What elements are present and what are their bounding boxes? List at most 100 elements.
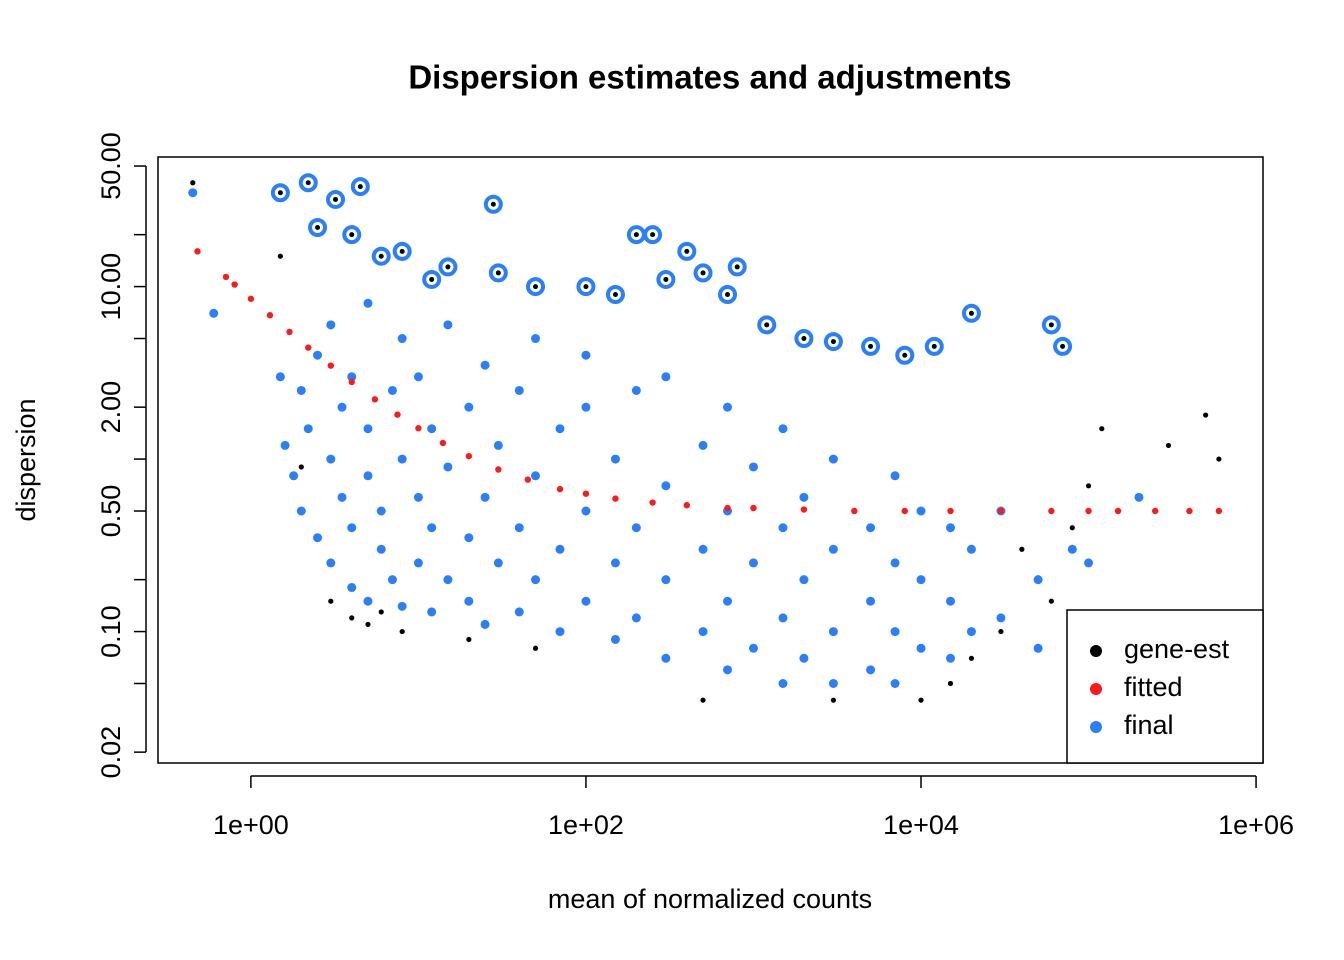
outlier-ring: [483, 194, 503, 214]
point: [916, 643, 926, 653]
outlier-ring: [392, 241, 412, 261]
outlier-ring: [1053, 336, 1073, 356]
outlier-dot: [349, 232, 355, 238]
point: [399, 628, 405, 635]
point: [313, 350, 323, 360]
outlier-dot: [315, 225, 321, 231]
point: [464, 596, 474, 606]
point: [296, 385, 306, 395]
point: [1084, 558, 1094, 568]
point: [349, 615, 355, 621]
point: [348, 378, 355, 386]
point: [946, 596, 956, 606]
point: [303, 424, 313, 434]
y-tick-label: 0.50: [96, 485, 126, 538]
point: [799, 653, 809, 663]
point: [413, 372, 423, 382]
point: [247, 295, 255, 302]
point: [649, 499, 656, 506]
y-tick-label: 10.00: [96, 253, 126, 321]
outlier-dot: [700, 270, 706, 276]
outlier-dot: [305, 180, 311, 186]
point: [581, 506, 591, 516]
point: [918, 697, 924, 703]
point: [277, 253, 283, 259]
point: [397, 601, 407, 611]
point: [683, 502, 691, 509]
point: [723, 596, 733, 606]
point: [371, 396, 379, 403]
legend-marker: [1090, 721, 1102, 733]
plot-area: [188, 173, 1223, 703]
legend-marker: [1090, 683, 1102, 695]
point: [610, 558, 620, 568]
point: [778, 424, 788, 434]
outlier-dot: [663, 276, 669, 282]
outlier-ring: [422, 269, 442, 289]
point: [286, 328, 293, 336]
outlier-ring: [371, 246, 391, 266]
point: [698, 544, 708, 554]
outlier-dot: [1048, 322, 1054, 328]
point: [723, 665, 733, 675]
outlier-dot: [801, 336, 807, 342]
point: [439, 439, 447, 447]
point: [661, 372, 671, 382]
point: [610, 454, 620, 464]
y-tick-label: 0.10: [96, 605, 126, 658]
outlier-dot: [490, 201, 496, 207]
point: [327, 362, 335, 369]
outlier-ring: [1041, 315, 1061, 335]
point: [427, 607, 437, 617]
point: [661, 653, 671, 663]
outlier-dot: [429, 276, 435, 282]
point: [890, 471, 900, 481]
point: [337, 492, 347, 502]
point: [866, 596, 876, 606]
point: [1048, 598, 1054, 604]
point: [394, 411, 401, 418]
point: [188, 188, 198, 198]
point: [1033, 575, 1043, 585]
point: [365, 621, 371, 628]
point: [1186, 507, 1193, 515]
point: [750, 504, 757, 512]
outlier-dot: [684, 248, 690, 254]
point: [828, 454, 838, 464]
outlier-ring: [326, 189, 346, 209]
point: [968, 655, 975, 661]
point: [280, 440, 290, 450]
point: [916, 506, 926, 516]
point: [298, 464, 304, 470]
point: [415, 425, 422, 432]
point: [480, 619, 490, 629]
point: [387, 575, 397, 585]
point: [800, 506, 808, 513]
outlier-dot: [399, 248, 405, 254]
point: [305, 344, 312, 351]
point: [532, 645, 539, 651]
point: [376, 544, 386, 554]
point: [347, 523, 357, 533]
point: [493, 440, 503, 450]
x-tick-label: 1e+06: [1218, 810, 1294, 840]
point: [830, 697, 837, 703]
point: [851, 507, 858, 515]
outlier-dot: [868, 343, 874, 349]
plot-frame: [157, 156, 1264, 764]
outlier-dot: [633, 232, 639, 238]
point: [1085, 483, 1092, 489]
point: [326, 454, 336, 464]
y-tick-label: 2.00: [96, 381, 126, 434]
point: [514, 607, 524, 617]
y-tick-label: 50.00: [96, 132, 126, 200]
point: [723, 402, 733, 412]
outlier-dot: [583, 284, 589, 290]
point: [612, 495, 619, 502]
point: [828, 627, 838, 637]
point: [946, 653, 956, 663]
point: [514, 523, 524, 533]
outlier-dot: [764, 322, 770, 328]
point: [916, 575, 926, 585]
point: [828, 678, 838, 688]
